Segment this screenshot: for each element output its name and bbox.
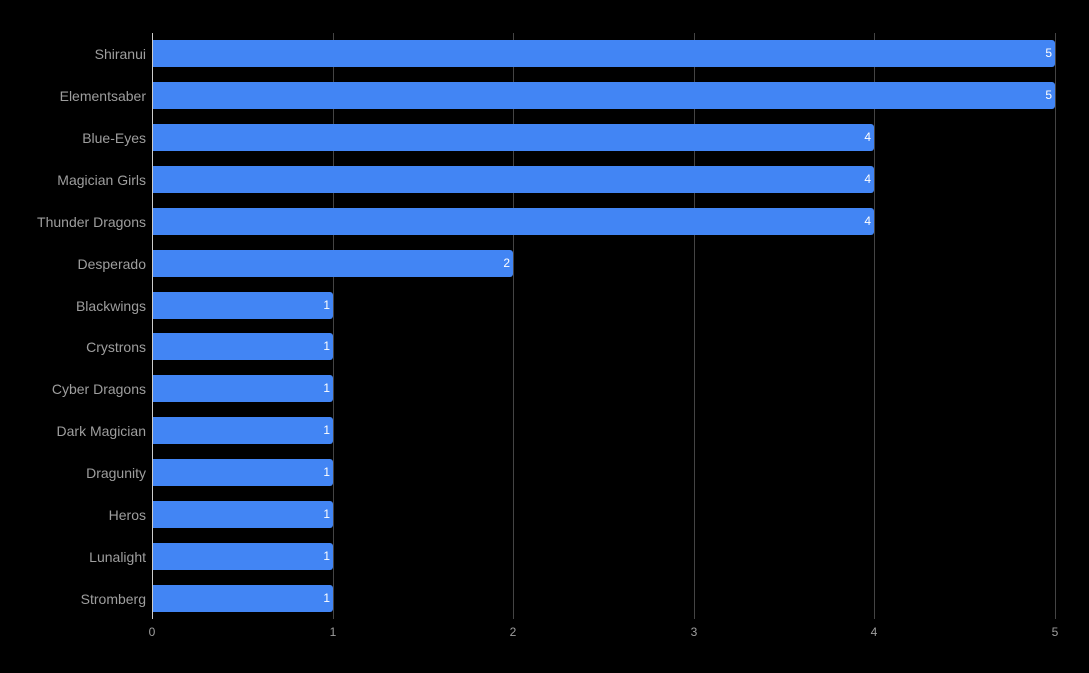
bar-value-label: 1	[323, 381, 330, 395]
category-label: Shiranui	[94, 46, 146, 62]
category-label: Dark Magician	[56, 423, 146, 439]
x-tick-label: 5	[1051, 625, 1059, 639]
bar-value-label: 1	[323, 549, 330, 563]
bar: 4	[152, 166, 874, 193]
bar-value-label: 2	[503, 256, 510, 270]
gridline	[874, 33, 875, 619]
bar-value-label: 5	[1045, 88, 1052, 102]
bar-value-label: 1	[323, 465, 330, 479]
category-label: Crystrons	[86, 339, 146, 355]
bar: 1	[152, 459, 333, 486]
bar-value-label: 4	[864, 172, 871, 186]
bar: 1	[152, 585, 333, 612]
x-tick-label: 1	[329, 625, 337, 639]
plot-area: 5 5 4 4 4 2 1 1 1 1 1 1 1 1	[152, 33, 1056, 619]
category-label: Cyber Dragons	[51, 381, 146, 397]
category-label: Heros	[108, 507, 146, 523]
y-axis-line	[152, 33, 153, 619]
category-label: Lunalight	[89, 549, 146, 565]
bar: 1	[152, 375, 333, 402]
gridline	[513, 33, 514, 619]
bar: 5	[152, 40, 1055, 67]
bar-value-label: 4	[864, 214, 871, 228]
bar-value-label: 5	[1045, 46, 1052, 60]
category-label: Dragunity	[86, 465, 146, 481]
bar-value-label: 1	[323, 423, 330, 437]
x-tick-label: 4	[870, 625, 878, 639]
bar: 1	[152, 543, 333, 570]
x-tick-label: 3	[690, 625, 698, 639]
category-label: Desperado	[77, 256, 147, 272]
category-label: Stromberg	[80, 591, 146, 607]
category-label: Blue-Eyes	[82, 130, 146, 146]
category-label: Thunder Dragons	[37, 214, 146, 230]
bar: 4	[152, 124, 874, 151]
bar: 4	[152, 208, 874, 235]
bar-value-label: 1	[323, 507, 330, 521]
bar: 1	[152, 333, 333, 360]
category-label: Magician Girls	[57, 172, 146, 188]
bar: 1	[152, 292, 333, 319]
category-label: Elementsaber	[59, 88, 146, 104]
x-tick-label: 0	[148, 625, 156, 639]
bar-value-label: 4	[864, 130, 871, 144]
category-label: Blackwings	[75, 298, 146, 314]
gridline	[694, 33, 695, 619]
bar: 1	[152, 501, 333, 528]
bar: 2	[152, 250, 513, 277]
bar: 5	[152, 82, 1055, 109]
bar-value-label: 1	[323, 298, 330, 312]
gridline	[333, 33, 334, 619]
bar: 1	[152, 417, 333, 444]
x-tick-label: 2	[509, 625, 517, 639]
bar-value-label: 1	[323, 591, 330, 605]
gridline	[1055, 33, 1056, 619]
bar-value-label: 1	[323, 339, 330, 353]
